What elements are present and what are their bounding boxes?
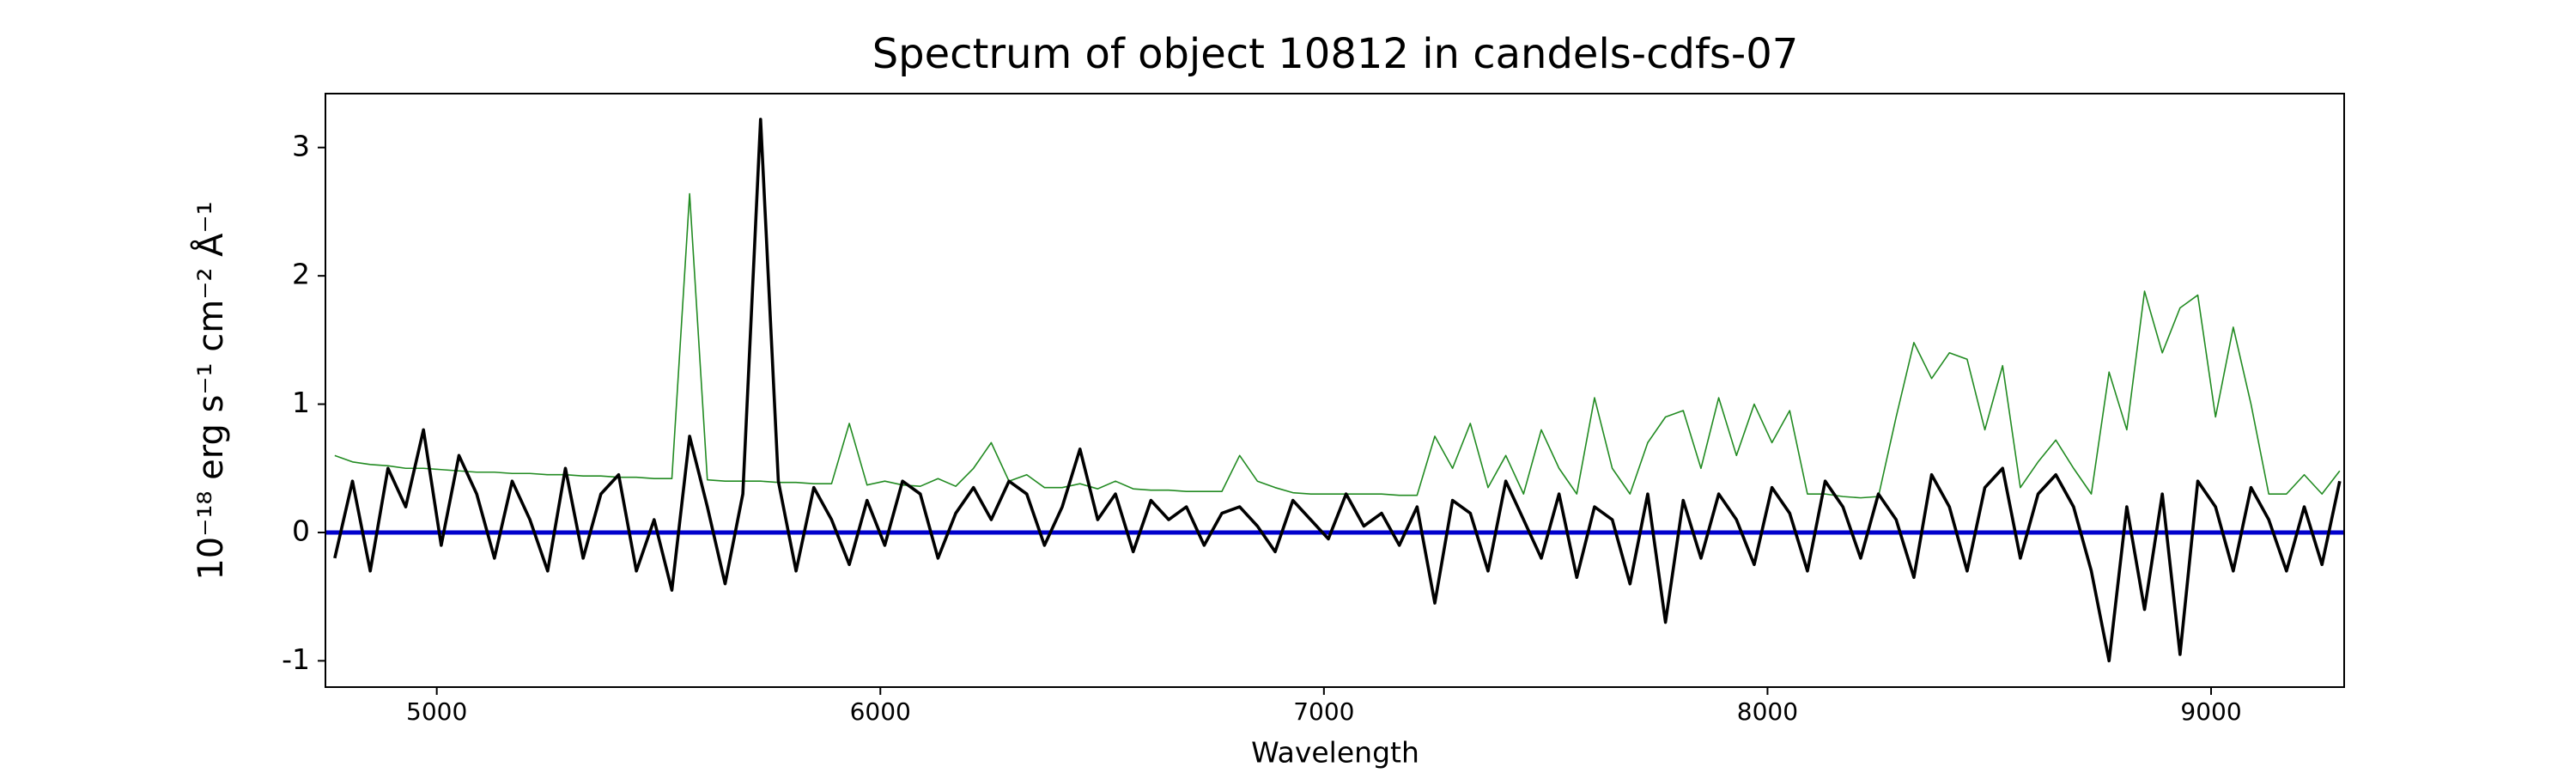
y-tick-label: 1 bbox=[292, 386, 310, 419]
x-tick-label: 9000 bbox=[2180, 697, 2241, 726]
y-tick-label: 3 bbox=[292, 129, 310, 162]
spectrum-line bbox=[334, 192, 2341, 499]
lines bbox=[325, 118, 2344, 663]
x-axis-label: Wavelength bbox=[1251, 736, 1419, 770]
chart-title: Spectrum of object 10812 in candels-cdfs… bbox=[872, 30, 1799, 78]
y-tick-label: 2 bbox=[292, 258, 310, 291]
x-tick-label: 6000 bbox=[850, 697, 911, 726]
y-tick-label: -1 bbox=[282, 642, 310, 676]
x-tick-label: 8000 bbox=[1737, 697, 1798, 726]
y-tick-label: 0 bbox=[292, 514, 310, 547]
plot-area: -1 0 1 2 3 5000 6000 7000 8000 9000 bbox=[282, 93, 2345, 726]
spectrum-line bbox=[333, 118, 2342, 663]
x-tick-label: 7000 bbox=[1293, 697, 1354, 726]
y-axis-label: 10⁻¹⁸ erg s⁻¹ cm⁻² Å⁻¹ bbox=[190, 201, 231, 580]
x-tick-label: 5000 bbox=[406, 697, 467, 726]
axes-frame bbox=[325, 93, 2345, 688]
